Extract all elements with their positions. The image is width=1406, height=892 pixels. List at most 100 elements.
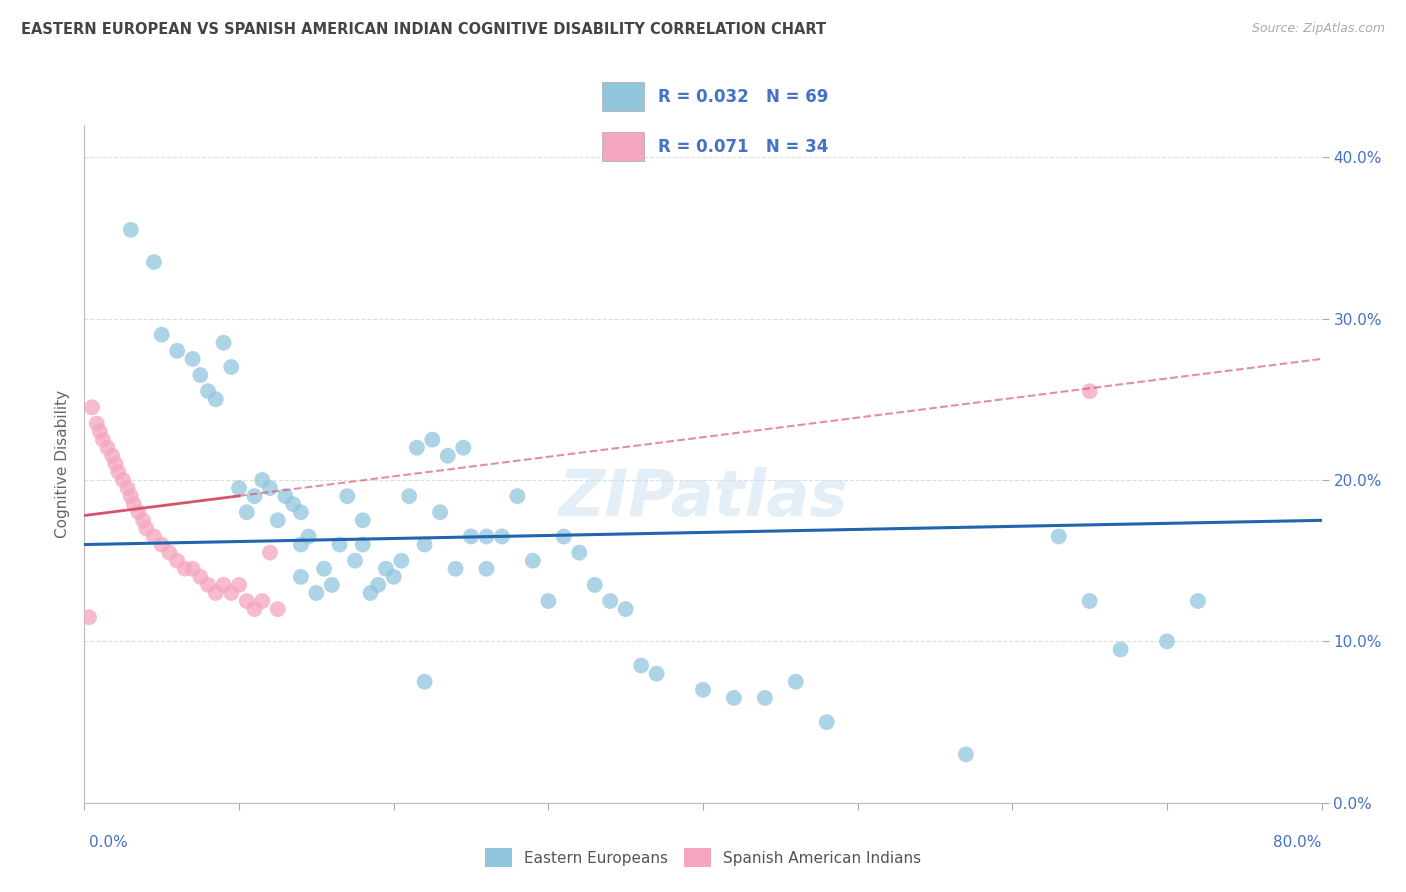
Point — [321, 578, 343, 592]
Point — [150, 327, 173, 342]
Point — [599, 594, 621, 608]
Point — [181, 562, 204, 576]
Point — [188, 368, 212, 382]
Point — [422, 433, 444, 447]
Point — [143, 255, 166, 269]
Point — [228, 578, 250, 592]
Point — [329, 537, 352, 551]
Point — [120, 489, 142, 503]
Point — [212, 335, 235, 350]
Point — [754, 690, 776, 705]
Point — [112, 473, 135, 487]
Point — [406, 441, 429, 455]
Text: R = 0.071   N = 34: R = 0.071 N = 34 — [658, 137, 828, 155]
Point — [437, 449, 460, 463]
Point — [344, 554, 367, 568]
Point — [221, 586, 243, 600]
Point — [166, 554, 188, 568]
Point — [259, 546, 281, 560]
Point — [243, 489, 266, 503]
Point — [181, 351, 204, 366]
Point — [453, 441, 475, 455]
Point — [205, 586, 228, 600]
Point — [77, 610, 100, 624]
Point — [91, 433, 114, 447]
Point — [815, 715, 838, 730]
Point — [120, 223, 142, 237]
Point — [250, 473, 273, 487]
Point — [553, 529, 575, 543]
Point — [723, 690, 745, 705]
Point — [460, 529, 482, 543]
Point — [298, 529, 321, 543]
Point — [104, 457, 127, 471]
Point — [506, 489, 529, 503]
Point — [188, 570, 212, 584]
Point — [336, 489, 359, 503]
Point — [391, 554, 413, 568]
Point — [96, 441, 118, 455]
Point — [86, 417, 108, 431]
Point — [197, 384, 219, 399]
Point — [117, 481, 139, 495]
Point — [143, 529, 166, 543]
Point — [82, 401, 104, 415]
Point — [243, 602, 266, 616]
Point — [522, 554, 544, 568]
Point — [382, 570, 405, 584]
Point — [375, 562, 398, 576]
Point — [122, 497, 145, 511]
Legend: Eastern Europeans, Spanish American Indians: Eastern Europeans, Spanish American Indi… — [478, 842, 928, 873]
Point — [290, 570, 312, 584]
Point — [630, 658, 652, 673]
Point — [785, 674, 807, 689]
Text: 80.0%: 80.0% — [1274, 836, 1322, 850]
Point — [290, 537, 312, 551]
Point — [267, 513, 290, 527]
Point — [1156, 634, 1178, 648]
Point — [1187, 594, 1209, 608]
Text: Source: ZipAtlas.com: Source: ZipAtlas.com — [1251, 22, 1385, 36]
Point — [127, 505, 149, 519]
Point — [360, 586, 382, 600]
Point — [352, 537, 374, 551]
Point — [692, 682, 714, 697]
Point — [132, 513, 155, 527]
Point — [135, 521, 157, 535]
Point — [475, 562, 498, 576]
Point — [205, 392, 228, 407]
Point — [89, 425, 111, 439]
Point — [274, 489, 297, 503]
Point — [398, 489, 420, 503]
Point — [491, 529, 513, 543]
Point — [228, 481, 250, 495]
Point — [475, 529, 498, 543]
Point — [166, 343, 188, 358]
Point — [267, 602, 290, 616]
Y-axis label: Cognitive Disability: Cognitive Disability — [55, 390, 70, 538]
Text: R = 0.032   N = 69: R = 0.032 N = 69 — [658, 87, 828, 105]
Point — [212, 578, 235, 592]
Point — [235, 505, 259, 519]
FancyBboxPatch shape — [602, 82, 644, 112]
Point — [290, 505, 312, 519]
FancyBboxPatch shape — [602, 132, 644, 161]
Point — [614, 602, 637, 616]
Point — [150, 537, 173, 551]
Point — [1078, 384, 1101, 399]
Text: 0.0%: 0.0% — [89, 836, 128, 850]
Point — [444, 562, 467, 576]
Point — [645, 666, 668, 681]
Point — [101, 449, 124, 463]
Point — [174, 562, 197, 576]
Point — [259, 481, 281, 495]
Point — [235, 594, 259, 608]
Point — [367, 578, 389, 592]
Point — [955, 747, 977, 762]
Point — [107, 465, 129, 479]
Point — [221, 359, 243, 374]
Point — [568, 546, 591, 560]
Point — [537, 594, 560, 608]
Point — [413, 537, 436, 551]
Text: ZIPatlas: ZIPatlas — [558, 467, 848, 529]
